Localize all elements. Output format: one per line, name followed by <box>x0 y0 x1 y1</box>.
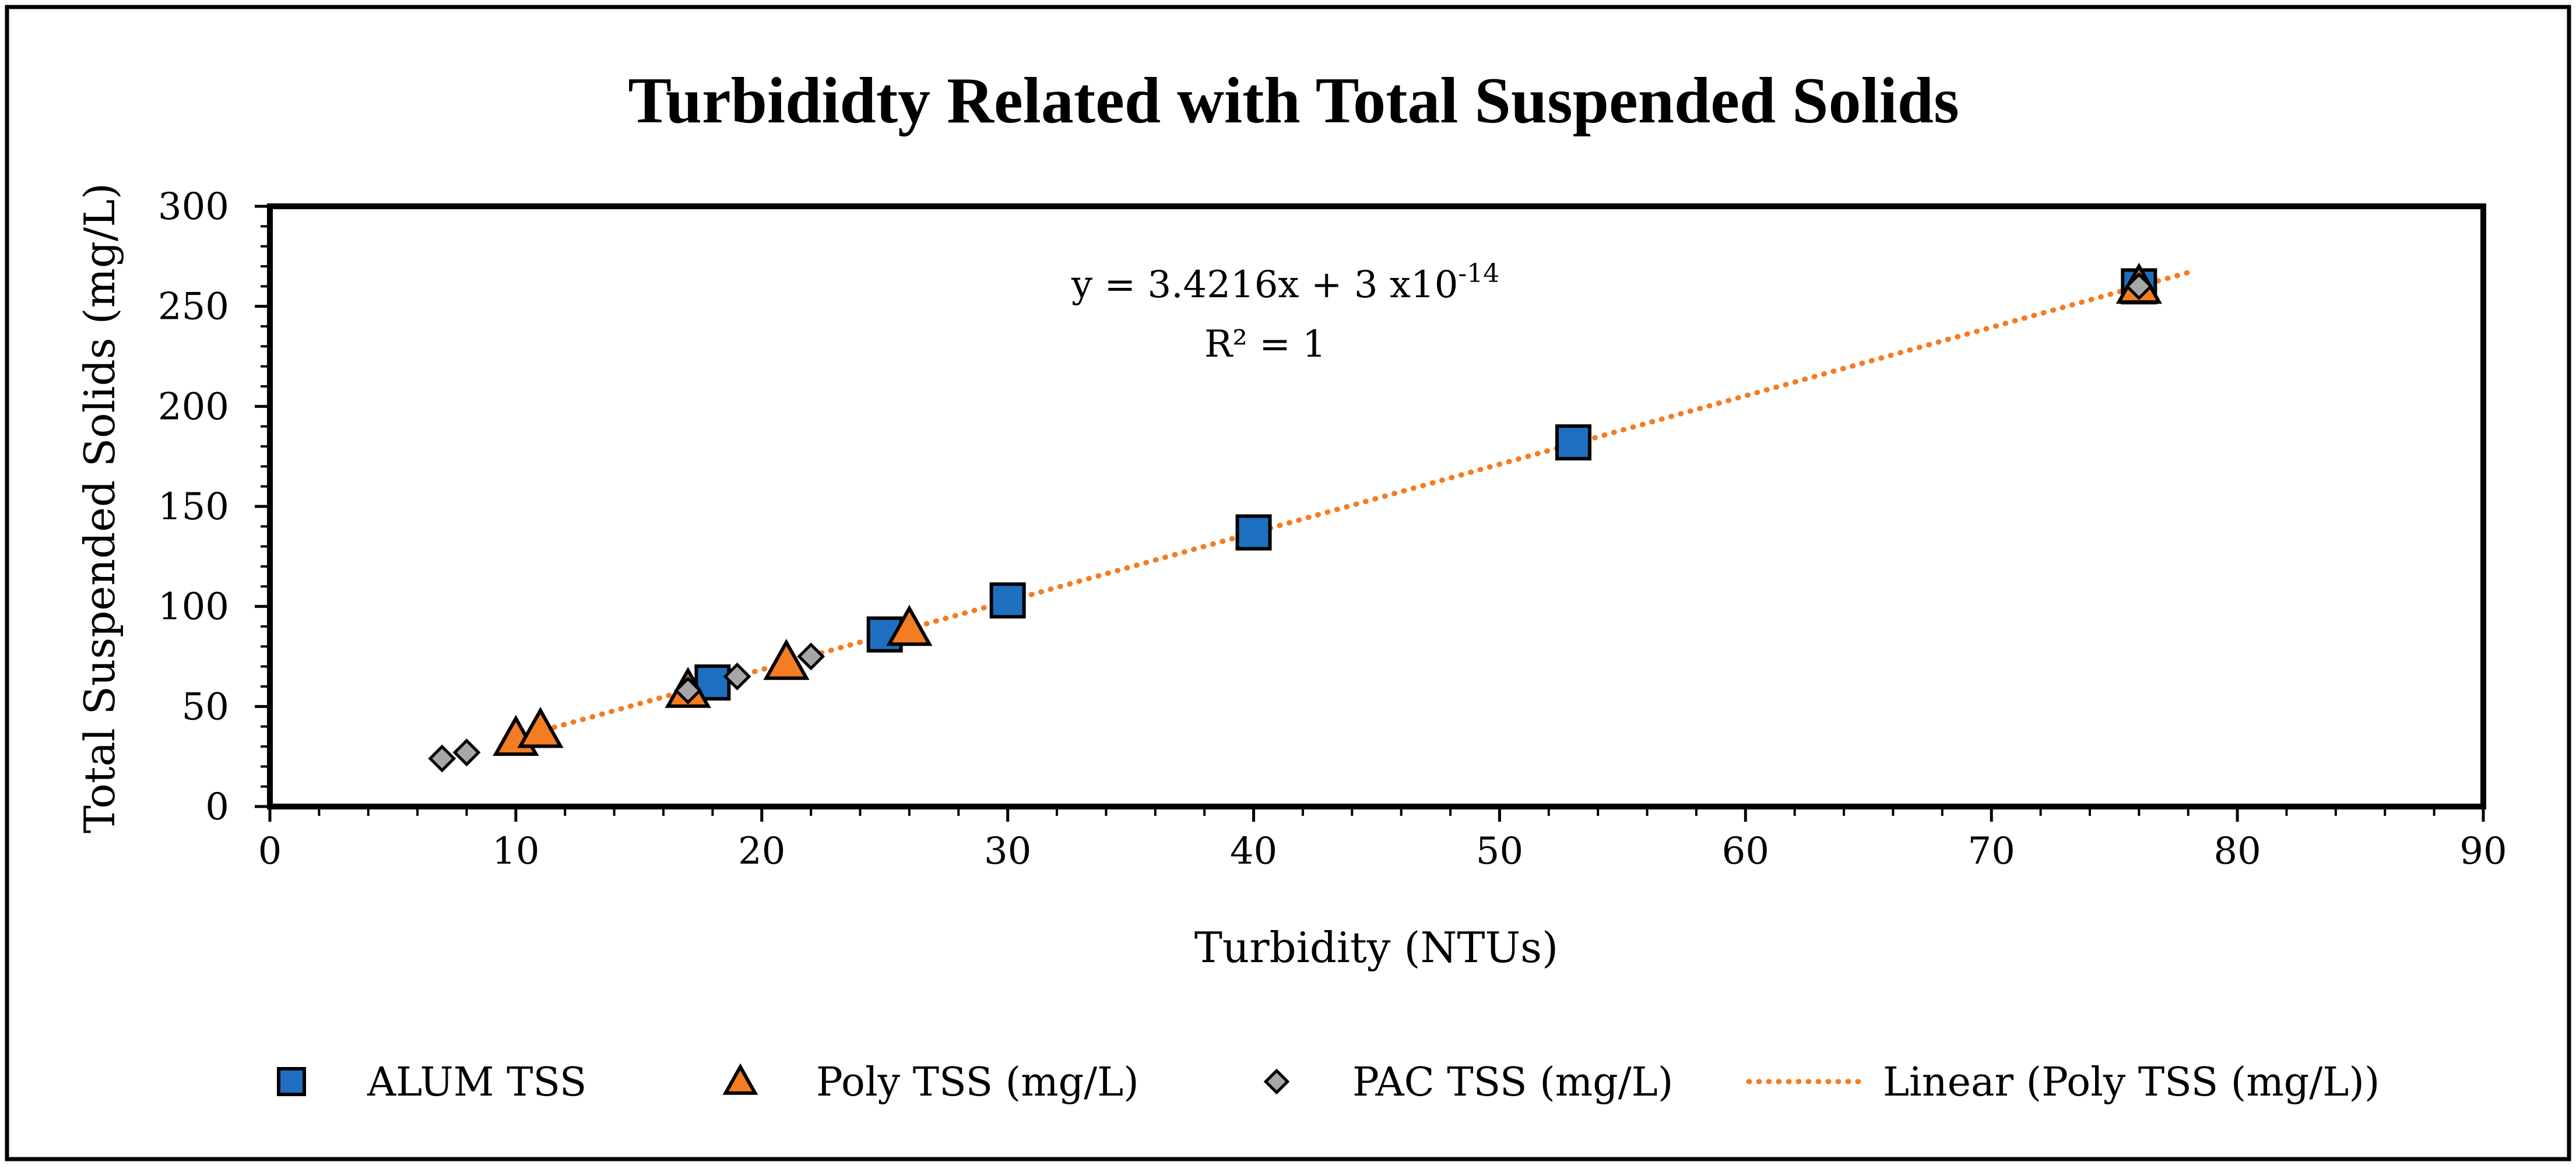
equation-main: y = 3.4216x + 3 x10 <box>1071 263 1458 307</box>
legend: ALUM TSS Poly TSS (mg/L) PAC TSS (mg/L) Lin… <box>277 1059 2380 1105</box>
axes: 0 10 20 30 40 50 60 70 80 90 0 50 100 150 200 250 300 <box>158 185 2507 873</box>
x-tick-label: 20 <box>738 830 785 873</box>
x-tick-label: 30 <box>984 830 1031 873</box>
equation-exponent: -14 <box>1458 259 1499 288</box>
square-data-point <box>1235 514 1272 551</box>
triangle-data-point <box>763 639 810 680</box>
x-tick-label: 40 <box>1230 830 1277 873</box>
legend-item: ALUM TSS <box>277 1059 586 1105</box>
y-tick-label: 300 <box>158 185 229 228</box>
x-tick-label: 50 <box>1476 830 1523 873</box>
square-data-point <box>1555 424 1592 461</box>
diamond-data-point <box>674 676 702 705</box>
x-tick-label: 70 <box>1968 830 2015 873</box>
y-tick-label: 50 <box>182 685 229 728</box>
series-square <box>694 268 2157 701</box>
legend-diamond-marker <box>1263 1068 1290 1095</box>
series-triangle <box>493 262 2162 756</box>
data-marks <box>428 262 2162 773</box>
x-tick-label: 0 <box>258 830 282 873</box>
legend-label: ALUM TSS <box>367 1059 586 1105</box>
x-tick-label: 80 <box>2213 830 2261 873</box>
x-axis-label: Turbidity (NTUs) <box>1194 923 1558 972</box>
chart-title: Turbididty Related with Total Suspended … <box>628 65 1959 137</box>
y-tick-label: 250 <box>158 286 229 329</box>
diamond-data-point <box>452 738 481 767</box>
plot-area-border <box>267 203 2486 809</box>
legend-triangle-marker <box>722 1063 758 1095</box>
diamond-data-point <box>2125 272 2153 301</box>
legend-item: PAC TSS (mg/L) <box>1263 1059 1673 1105</box>
trendline-equation: y = 3.4216x + 3 x10-14 <box>1071 259 1499 307</box>
diamond-data-point <box>723 662 751 691</box>
y-tick-label: 150 <box>158 485 229 529</box>
triangle-data-point <box>886 604 933 646</box>
x-tick-label: 10 <box>492 830 539 873</box>
x-tick-label: 60 <box>1722 830 1769 873</box>
triangle-data-point <box>517 706 564 748</box>
legend-square-marker <box>277 1067 306 1096</box>
y-tick-label: 0 <box>205 786 229 829</box>
legend-label: PAC TSS (mg/L) <box>1352 1059 1673 1105</box>
legend-item: Linear (Poly TSS (mg/L)) <box>1746 1059 2380 1105</box>
chart-outer-border <box>5 5 2571 1161</box>
y-axis-label: Total Suspended Solids (mg/L) <box>75 183 124 833</box>
diamond-data-point <box>428 744 456 773</box>
r-squared-label: R² = 1 <box>1204 323 1326 366</box>
series-diamond <box>428 272 2153 773</box>
legend-item: Poly TSS (mg/L) <box>722 1059 1139 1105</box>
legend-label: Poly TSS (mg/L) <box>816 1059 1139 1105</box>
diamond-data-point <box>797 642 825 671</box>
y-tick-label: 200 <box>158 385 229 428</box>
legend-label: Linear (Poly TSS (mg/L)) <box>1883 1059 2380 1105</box>
square-data-point <box>989 582 1026 619</box>
x-tick-label: 90 <box>2459 830 2507 873</box>
y-tick-label: 100 <box>158 586 229 629</box>
